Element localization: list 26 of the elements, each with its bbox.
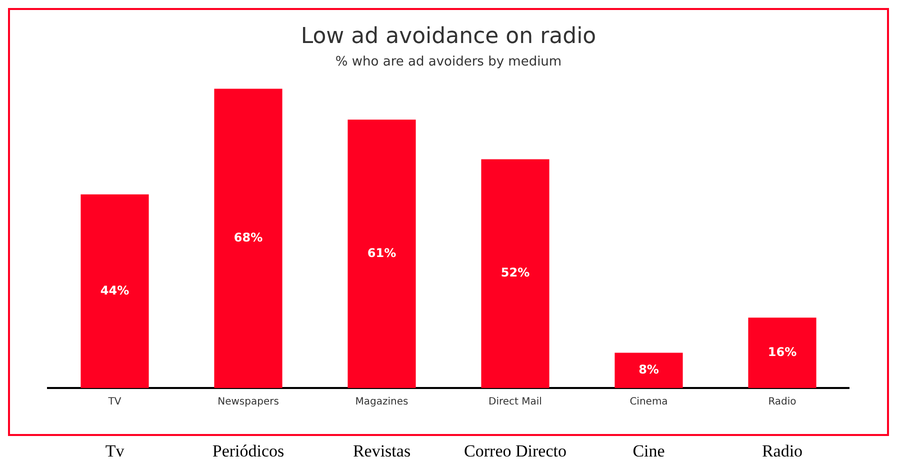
text: Correo Directo	[464, 441, 566, 460]
chart-title: Low ad avoidance on radio	[300, 24, 596, 49]
data-label: 52%	[500, 266, 530, 280]
data-label: 68%	[234, 230, 263, 245]
bar	[348, 120, 416, 388]
text: Radio	[762, 441, 803, 460]
x-tick-label: Magazines	[355, 396, 408, 408]
text: Revistas	[352, 441, 411, 460]
x-tick-label: Direct Mail	[488, 396, 542, 408]
bar	[481, 159, 550, 388]
text: Periódicos	[212, 441, 284, 460]
data-label: 61%	[367, 246, 396, 260]
bar	[614, 352, 683, 388]
data-label: 8%	[638, 362, 659, 377]
bar	[214, 88, 282, 388]
x-tick-label: Radio	[768, 396, 796, 408]
bar	[748, 318, 816, 388]
x-tick-label: TV	[107, 396, 122, 408]
x-tick-label: Cinema	[630, 396, 668, 408]
text: Cine	[632, 441, 665, 460]
text: Tv	[105, 441, 125, 460]
data-label: 16%	[768, 344, 797, 359]
bar	[80, 194, 149, 388]
data-label: 44%	[100, 283, 130, 298]
chart-subtitle: % who are ad avoiders by medium	[335, 54, 562, 70]
x-tick-label: Newspapers	[218, 396, 279, 408]
